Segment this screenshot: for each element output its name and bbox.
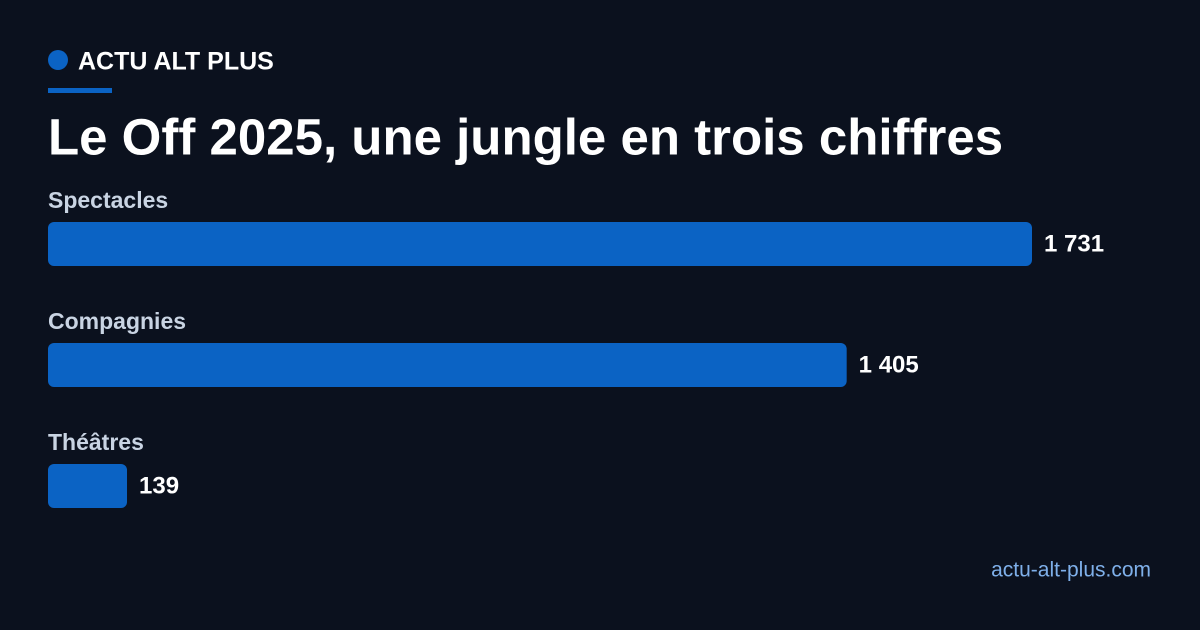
value-label: 1 731 bbox=[1044, 230, 1104, 257]
chart-title: Le Off 2025, une jungle en trois chiffre… bbox=[48, 108, 1003, 165]
brand: ACTU ALT PLUS bbox=[78, 48, 274, 76]
bar bbox=[48, 464, 128, 508]
category-label: Spectacles bbox=[48, 187, 168, 213]
bar bbox=[48, 343, 847, 387]
value-label: 1 405 bbox=[859, 351, 919, 378]
footer-url: actu-alt-plus.com bbox=[991, 559, 1151, 582]
bar bbox=[48, 222, 1032, 266]
value-label: 139 bbox=[139, 472, 179, 499]
brand-dot bbox=[48, 50, 68, 70]
category-label: Théâtres bbox=[48, 429, 144, 455]
category-label: Compagnies bbox=[48, 308, 186, 334]
brand-underline bbox=[48, 88, 112, 93]
